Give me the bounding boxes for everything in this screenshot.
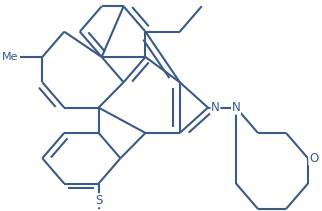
- Text: N: N: [232, 101, 241, 114]
- Text: O: O: [309, 152, 318, 165]
- Text: N: N: [211, 101, 220, 114]
- Text: Me: Me: [2, 52, 18, 62]
- Text: S: S: [95, 194, 102, 207]
